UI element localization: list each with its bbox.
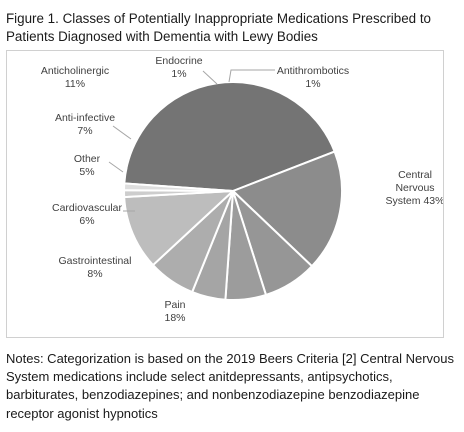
leader-line-anti-infective (112, 125, 132, 140)
leader-line-other (108, 161, 124, 173)
data-label-endocrine: Endocrine 1% (155, 55, 202, 80)
pie-chart: Central Nervous System 43% Pain 18% Gastroint… (41, 55, 443, 324)
data-label-other: Other 5% (74, 153, 101, 178)
data-label-antithrombotics: Antithrombotics 1% (277, 65, 349, 90)
pie-slice-antithrombotics (122, 182, 234, 192)
data-label-pain: Pain 18% (164, 299, 185, 324)
pie-slice-anticholinergic (123, 189, 236, 267)
data-label-anti-infective: Anti-infective 7% (55, 112, 115, 137)
leader-line-antithrombotics (228, 69, 275, 83)
data-label-central-nervous-system: Central Nervous System 43% (386, 169, 443, 207)
leader-line-endocrine (202, 70, 218, 85)
figure-notes: Notes: Categorization is based on the 20… (6, 351, 455, 421)
pie-slice-pain (231, 150, 343, 268)
data-label-anticholinergic: Anticholinergic 11% (41, 65, 109, 90)
chart-area: Central Nervous System 43% Pain 18% Gastroint… (6, 50, 444, 338)
figure-title: Figure 1. Classes of Potentially Inappro… (6, 11, 431, 44)
data-label-gastrointestinal: Gastrointestinal 8% (59, 255, 132, 280)
data-label-cardiovascular: Cardiovascular 6% (52, 202, 123, 227)
